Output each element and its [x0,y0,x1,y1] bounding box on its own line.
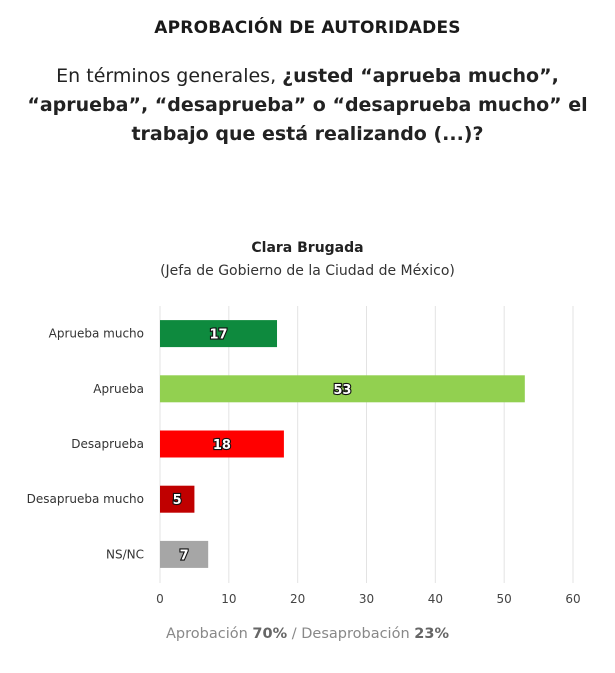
x-tick-label: 40 [428,592,443,606]
bar [160,375,525,403]
category-label: Aprueba mucho [49,327,144,341]
data-label: 5 [173,493,182,508]
data-label: 7 [180,548,189,563]
category-label: Desaprueba mucho [27,492,144,506]
summary-separator: / [291,626,297,642]
category-label: Aprueba [93,382,144,396]
category-label: NS/NC [106,547,144,561]
bar [160,540,209,568]
x-tick-label: 0 [156,592,164,606]
data-label: 53 [333,383,351,398]
disapproval-label: Desaprobación [301,626,410,642]
x-tick-label: 20 [290,592,305,606]
chart-subtitle: (Jefa de Gobierno de la Ciudad de México… [160,263,455,279]
chart-title: Clara Brugada [251,240,364,256]
data-label: 18 [213,438,231,453]
x-tick-label: 60 [565,592,580,606]
question-prefix: En términos generales, [56,65,283,87]
bar [160,430,284,458]
x-tick-label: 30 [359,592,374,606]
category-label: Desaprueba [71,437,144,451]
approval-label: Aprobación [166,626,248,642]
survey-question: En términos generales, ¿usted “aprueba m… [20,62,595,149]
x-tick-label: 50 [497,592,512,606]
disapproval-value: 23% [414,626,449,642]
x-tick-label: 10 [221,592,236,606]
bar [160,320,278,348]
approval-value: 70% [252,626,288,642]
page-title: APROBACIÓN DE AUTORIDADES [154,18,461,38]
bar [160,485,195,513]
data-label: 17 [209,328,227,343]
summary-footer: Aprobación 70% / Desaprobación 23% [0,626,615,642]
question-text: ¿usted “aprueba mucho”, “aprueba”, “desa… [27,65,588,145]
